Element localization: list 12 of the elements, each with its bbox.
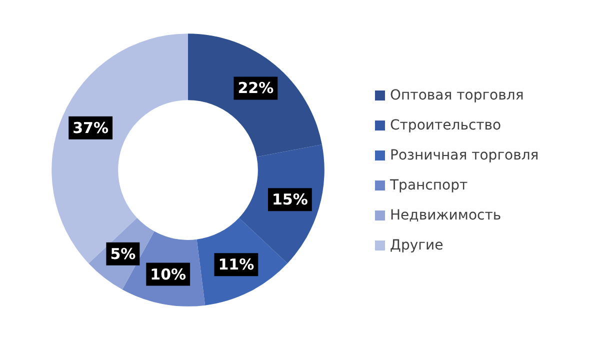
- data-label: 37%: [72, 118, 109, 137]
- data-label: 22%: [238, 79, 274, 98]
- legend-label: Розничная торговля: [390, 148, 539, 164]
- legend-label: Недвижимость: [390, 208, 502, 224]
- legend-label: Транспорт: [389, 178, 468, 194]
- legend-label: Оптовая торговля: [390, 88, 524, 104]
- data-label: 15%: [272, 190, 308, 209]
- legend-label: Строительство: [390, 118, 502, 134]
- data-label: 10%: [150, 265, 186, 284]
- data-label: 11%: [218, 256, 254, 274]
- data-label: 5%: [110, 244, 136, 263]
- legend-label: Другие: [390, 238, 444, 254]
